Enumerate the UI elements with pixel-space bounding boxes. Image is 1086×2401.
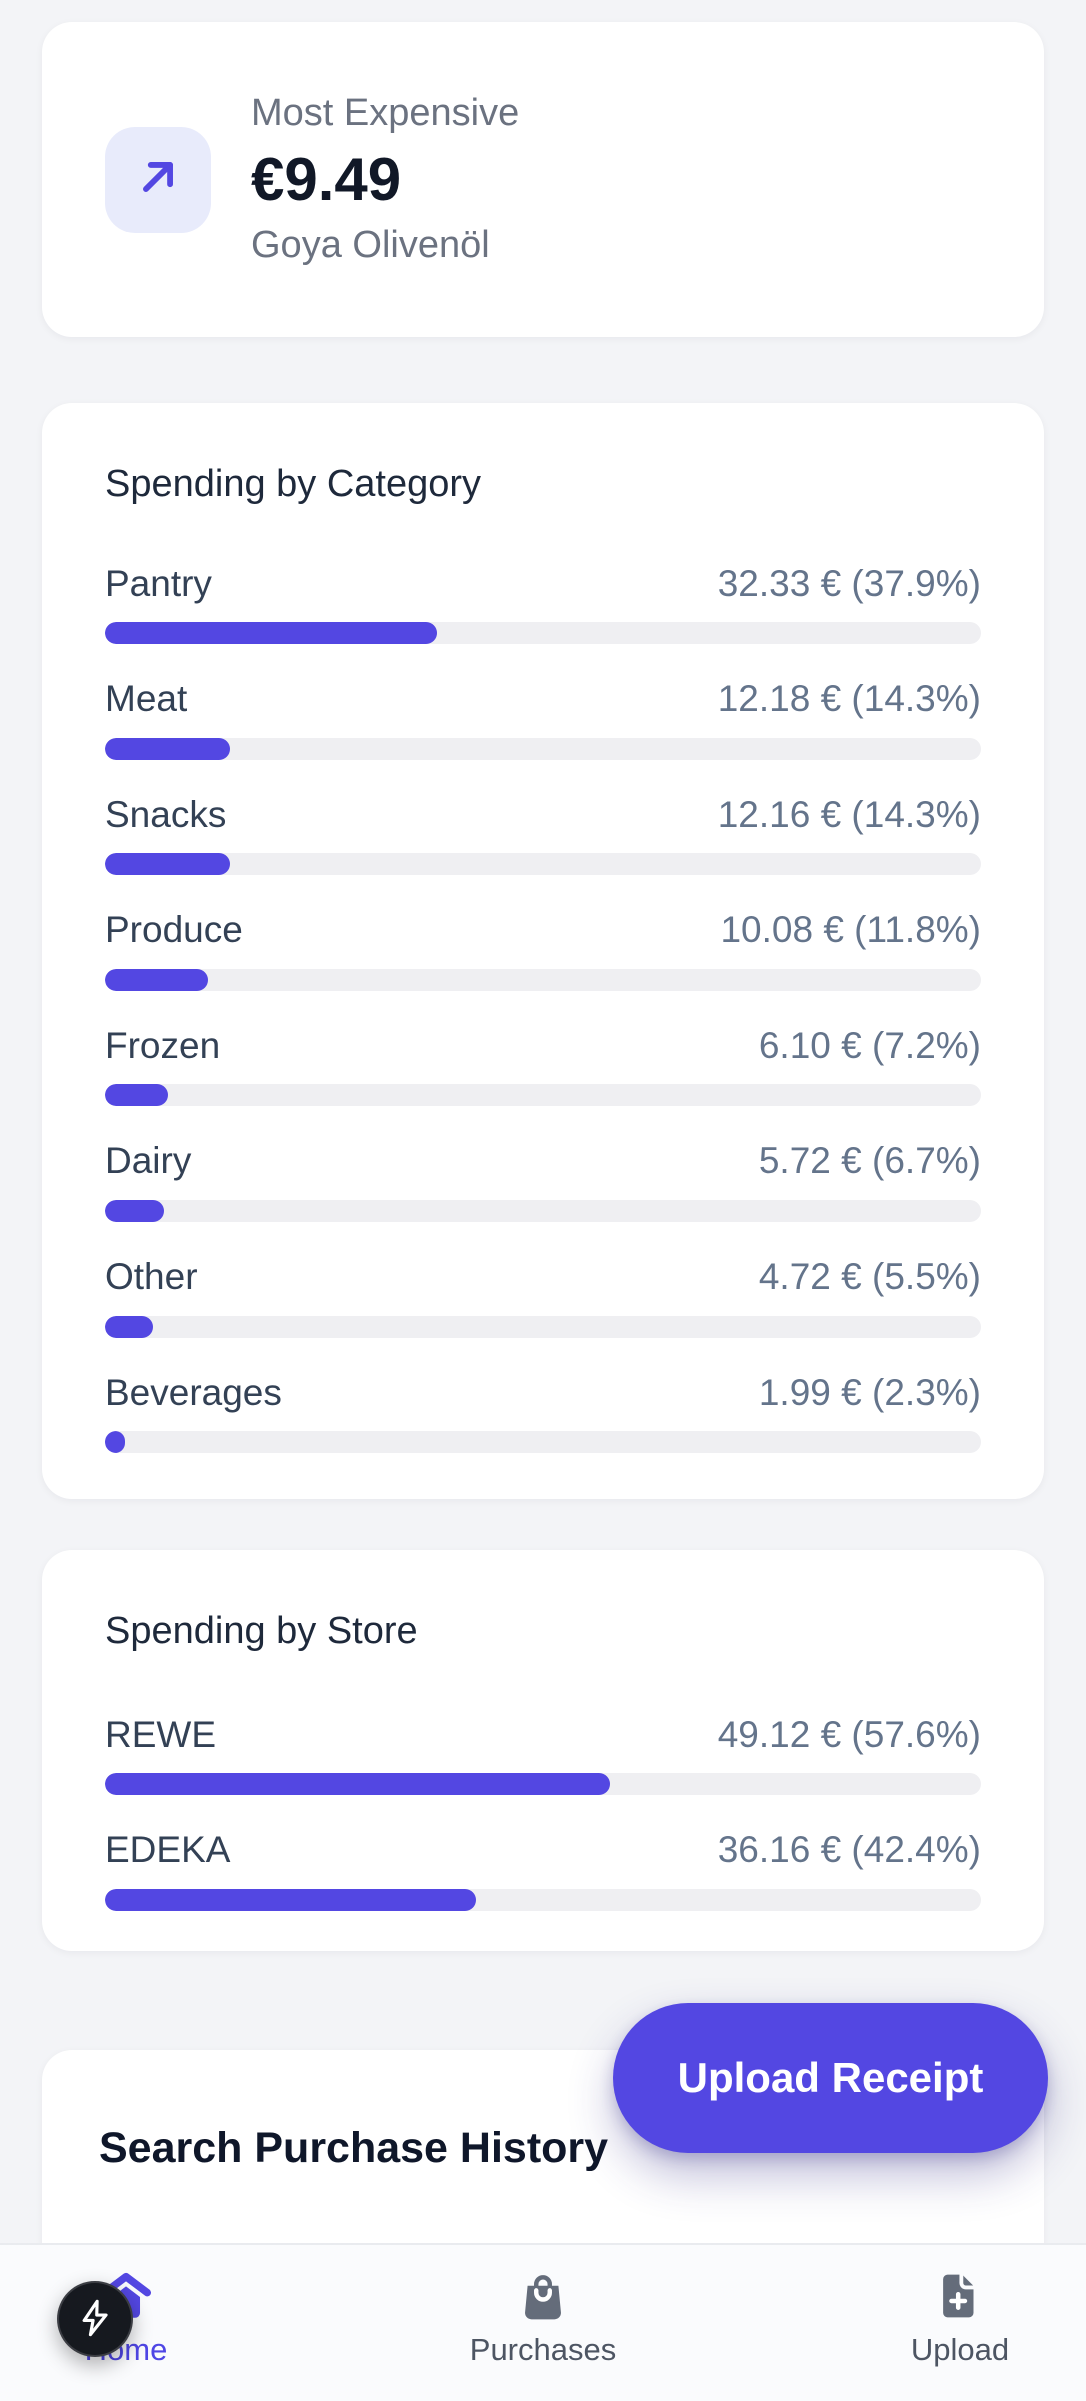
upload-receipt-button-label: Upload Receipt [677,2054,984,2101]
category-label: Other [105,1255,198,1297]
nav-item-upload[interactable]: Upload [834,2245,1086,2401]
nav-label-upload: Upload [910,2332,1010,2367]
summary-subtitle: Goya Olivenöl [251,223,490,266]
nav-label-purchases: Purchases [469,2332,617,2367]
store-value: 49.12 € (57.6%) [717,1713,981,1755]
progress-fill [105,1773,610,1796]
category-label: Frozen [105,1024,221,1066]
summary-value: €9.49 [251,145,402,213]
category-label: Pantry [105,562,212,604]
store-row: REWE 49.12 € (57.6%) [105,1714,981,1796]
category-label: Produce [105,909,243,951]
progress-track [105,1773,981,1796]
category-row: Beverages 1.99 € (2.3%) [105,1372,981,1454]
progress-track [105,1315,981,1338]
progress-track [105,1084,981,1107]
progress-fill [105,1431,126,1454]
category-value: 4.72 € (5.5%) [758,1255,981,1297]
category-row: Dairy 5.72 € (6.7%) [105,1140,981,1222]
progress-track [105,1431,981,1454]
category-row: Snacks 12.16 € (14.3%) [105,794,981,876]
progress-fill [105,968,209,991]
progress-fill [105,1199,164,1222]
category-card-title: Spending by Category [105,463,482,505]
nav-item-purchases[interactable]: Purchases [417,2245,669,2401]
progress-track [105,737,981,760]
category-row: Meat 12.18 € (14.3%) [105,678,981,760]
progress-fill [105,622,437,645]
store-value: 36.16 € (42.4%) [717,1829,981,1871]
progress-fill [105,1084,169,1107]
summary-label: Most Expensive [251,91,520,134]
progress-fill [105,1888,477,1911]
category-value: 32.33 € (37.9%) [717,562,981,604]
progress-fill [105,737,231,760]
bottom-nav: Home Purchases Upload [0,2243,1086,2401]
progress-track [105,622,981,645]
spending-by-store-card: Spending by Store REWE 49.12 € (57.6%) E… [42,1550,1044,1951]
category-row: Other 4.72 € (5.5%) [105,1256,981,1338]
lightning-bolt-icon [74,2297,116,2342]
progress-track [105,968,981,991]
category-value: 12.16 € (14.3%) [717,793,981,835]
devtools-toggle-button[interactable] [57,2281,133,2357]
category-value: 10.08 € (11.8%) [720,909,981,951]
category-value: 1.99 € (2.3%) [758,1371,981,1413]
file-plus-icon [931,2267,989,2325]
store-row: EDEKA 36.16 € (42.4%) [105,1829,981,1911]
most-expensive-card: Most Expensive €9.49 Goya Olivenöl [42,22,1044,337]
category-value: 12.18 € (14.3%) [717,678,981,720]
store-card-title: Spending by Store [105,1610,418,1653]
shopping-bag-icon [514,2267,572,2325]
category-label: Beverages [105,1371,282,1413]
category-row: Frozen 6.10 € (7.2%) [105,1025,981,1107]
category-row: Pantry 32.33 € (37.9%) [105,563,981,645]
category-value: 6.10 € (7.2%) [758,1024,981,1066]
progress-fill [105,1315,154,1338]
progress-track [105,1199,981,1222]
store-label: EDEKA [105,1829,231,1871]
category-label: Meat [105,678,188,720]
progress-track [105,853,981,876]
upload-receipt-button[interactable]: Upload Receipt [613,2003,1048,2153]
spending-by-category-card: Spending by Category Pantry 32.33 € (37.… [42,403,1044,1500]
trend-icon-box [105,126,211,233]
category-label: Snacks [105,793,227,835]
progress-track [105,1888,981,1911]
store-label: REWE [105,1713,216,1755]
category-row: Produce 10.08 € (11.8%) [105,909,981,991]
progress-fill [105,853,231,876]
search-section-title: Search Purchase History [99,2123,609,2172]
summary-text: Most Expensive €9.49 Goya Olivenöl [251,91,519,268]
category-value: 5.72 € (6.7%) [758,1140,981,1182]
arrow-up-right-icon [129,148,187,211]
category-label: Dairy [105,1140,192,1182]
